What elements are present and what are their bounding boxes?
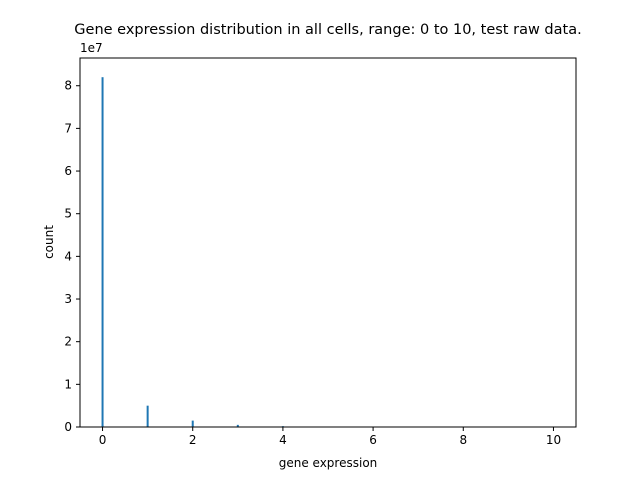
- x-axis-label: gene expression: [279, 456, 378, 470]
- bars-group: [101, 77, 555, 427]
- chart-title: Gene expression distribution in all cell…: [74, 22, 581, 38]
- y-tick-label: 5: [64, 207, 72, 221]
- y-tick-label: 4: [64, 249, 72, 263]
- x-tick-label: 8: [459, 433, 467, 447]
- x-tick-label: 10: [546, 433, 561, 447]
- y-tick-label: 6: [64, 164, 72, 178]
- y-tick-label: 2: [64, 335, 72, 349]
- y-tick-label: 3: [64, 292, 72, 306]
- bar-0: [101, 77, 104, 427]
- bar-2: [191, 420, 194, 427]
- y-tick-label: 8: [64, 79, 72, 93]
- x-tick-label: 2: [189, 433, 197, 447]
- y-axis-label: count: [42, 225, 56, 259]
- x-tick-label: 0: [99, 433, 107, 447]
- x-axis-ticks: 0 2 4 6 8 10: [99, 427, 561, 447]
- y-tick-label: 1: [64, 377, 72, 391]
- plot-frame: [79, 57, 577, 428]
- y-tick-label: 0: [64, 420, 72, 434]
- bar-3: [236, 424, 239, 427]
- x-tick-label: 4: [279, 433, 287, 447]
- y-axis-offset-label: 1e7: [80, 41, 103, 55]
- x-tick-label: 6: [369, 433, 377, 447]
- y-tick-label: 7: [64, 121, 72, 135]
- y-axis-ticks: 0 1 2 3 4 5 6 7 8: [64, 79, 80, 434]
- bar-1: [146, 405, 149, 427]
